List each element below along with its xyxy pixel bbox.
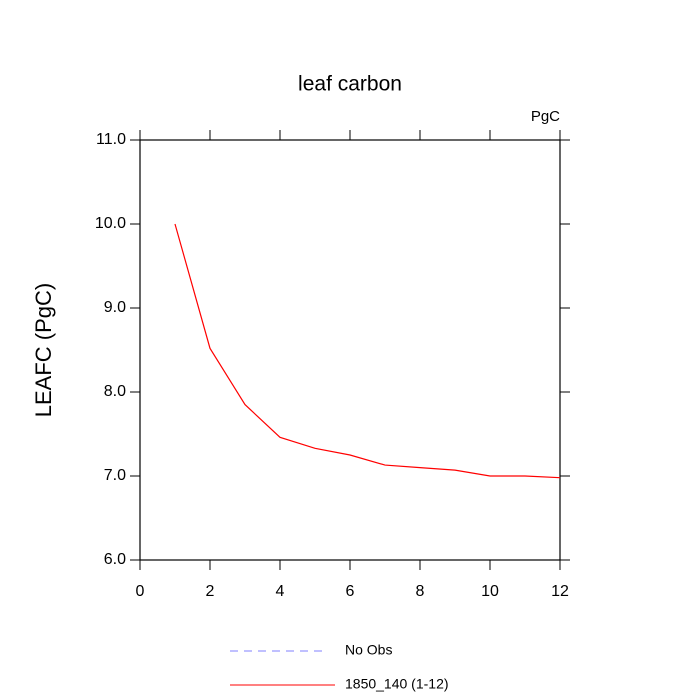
plot-frame bbox=[139, 139, 561, 561]
series-line bbox=[174, 223, 561, 479]
y-tick-label: 9.0 bbox=[104, 299, 126, 316]
y-tick-label: 8.0 bbox=[104, 383, 126, 400]
legend-label: 1850_140 (1-12) bbox=[345, 676, 449, 692]
chart-title: leaf carbon bbox=[298, 73, 402, 96]
y-axis-label: LEAFC (PgC) bbox=[31, 283, 56, 417]
x-tick-label: 4 bbox=[276, 583, 285, 600]
x-tick-label: 8 bbox=[416, 583, 425, 600]
y-tick-label: 11.0 bbox=[96, 131, 126, 148]
y-tick-label: 6.0 bbox=[104, 551, 126, 568]
x-tick-label: 6 bbox=[346, 583, 355, 600]
units-label: PgC bbox=[531, 108, 560, 125]
x-tick-label: 0 bbox=[136, 583, 145, 600]
x-tick-label: 2 bbox=[206, 583, 215, 600]
legend-label: No Obs bbox=[345, 642, 392, 658]
y-tick-label: 7.0 bbox=[104, 467, 126, 484]
y-tick-label: 10.0 bbox=[95, 215, 126, 232]
x-tick-label: 12 bbox=[551, 583, 569, 600]
x-tick-label: 10 bbox=[481, 583, 499, 600]
